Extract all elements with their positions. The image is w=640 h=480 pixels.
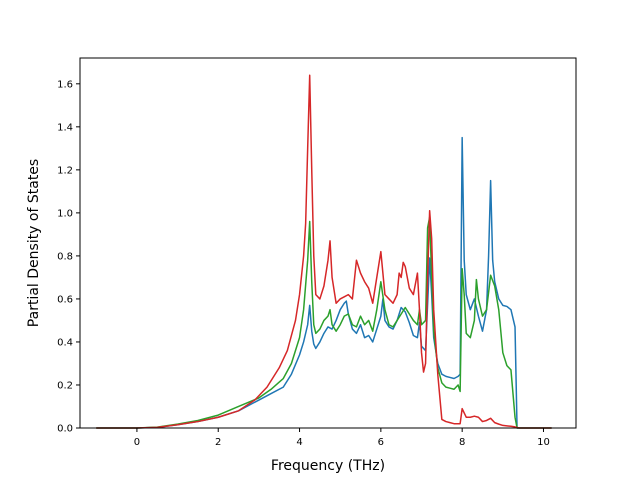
series-layer	[96, 74, 552, 429]
x-tick-label: 0	[134, 437, 140, 448]
x-axis-label: Frequency (THz)	[271, 458, 385, 474]
y-tick-label: 0.6	[57, 294, 73, 305]
x-tick-label: 10	[537, 437, 550, 448]
plot-frame	[79, 57, 577, 429]
y-tick-label: 1.2	[57, 165, 73, 176]
y-tick-label: 1.0	[57, 208, 73, 219]
y-axis-label: Partial Density of States	[26, 159, 42, 327]
series-line-1	[96, 136, 552, 429]
y-tick-label: 0.2	[57, 380, 73, 391]
y-tick-label: 1.6	[57, 79, 73, 90]
y-tick-label: 0.8	[57, 251, 73, 262]
y-tick-label: 0.4	[57, 337, 73, 348]
y-tick-label: 0.0	[57, 424, 73, 435]
x-tick-label: 4	[296, 437, 302, 448]
x-tick-label: 2	[215, 437, 221, 448]
series-line-3	[96, 74, 552, 429]
y-tick-label: 1.4	[57, 122, 73, 133]
x-tick-label: 6	[378, 437, 384, 448]
x-axis-ticks: 0 2 4 6 8 10	[134, 428, 550, 448]
y-axis-ticks: 0.0 0.2 0.4 0.6 0.8 1.0 1.2 1.4 1.6	[57, 79, 80, 435]
series-line-2	[96, 216, 552, 429]
x-tick-label: 8	[459, 437, 465, 448]
